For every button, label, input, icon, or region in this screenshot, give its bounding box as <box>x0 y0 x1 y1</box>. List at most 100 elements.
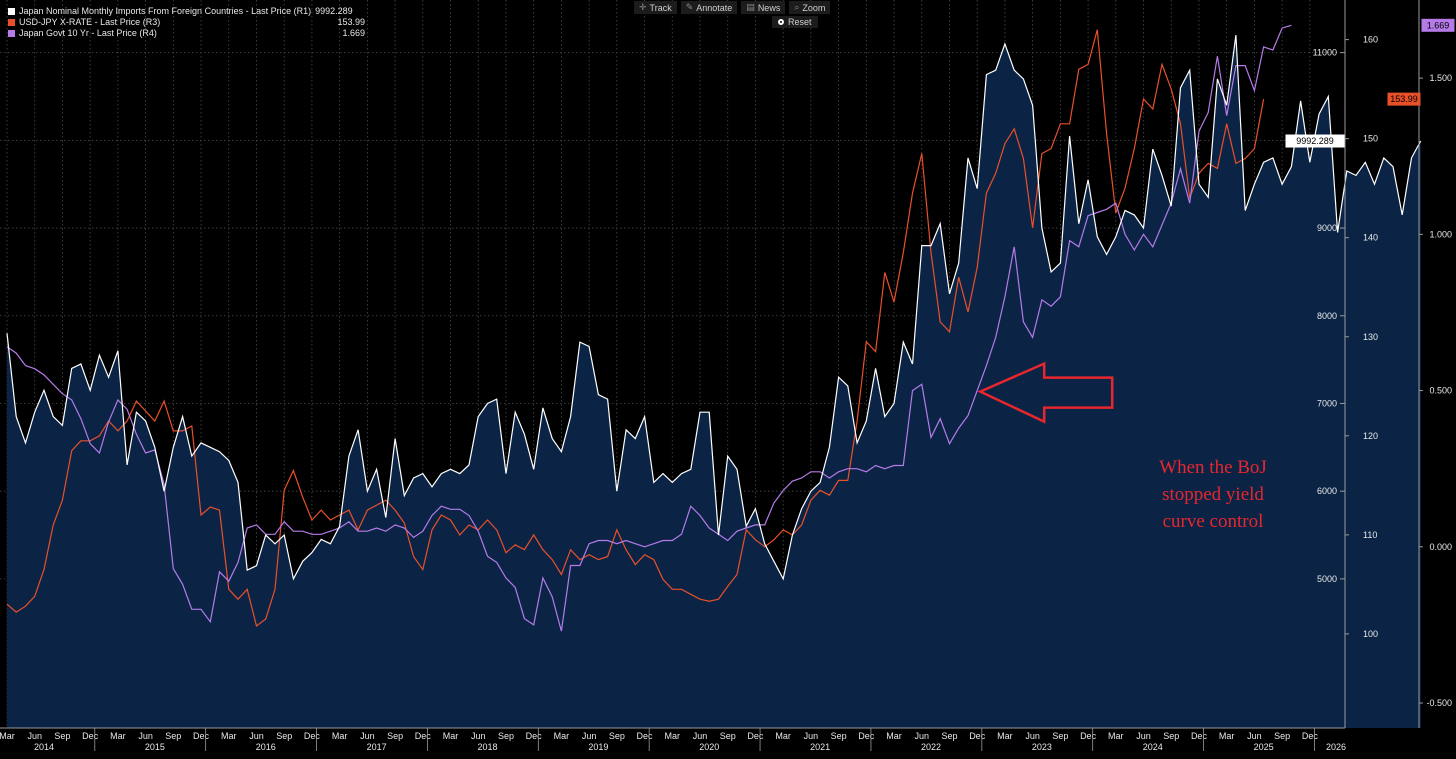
x-tick-label-month: Mar <box>1108 731 1124 741</box>
news-icon: ▤ <box>746 2 755 12</box>
r1-tick-label: 11000 <box>1313 48 1337 58</box>
track-label: Track <box>649 2 672 13</box>
legend-value-jgb10y: 1.669 <box>342 28 365 38</box>
x-tick-label-month: Sep <box>609 731 625 741</box>
x-tick-label-month: Dec <box>637 731 654 741</box>
x-tick-label-month: Dec <box>747 731 764 741</box>
x-tick-label-month: Jun <box>693 731 708 741</box>
legend: Japan Nominal Monthly Imports From Forei… <box>8 6 365 39</box>
annotation-line-3: curve control <box>1162 511 1264 532</box>
x-tick-label-month: Sep <box>276 731 292 741</box>
x-tick-label-month: Sep <box>387 731 403 741</box>
x-tick-label-month: Mar <box>443 731 459 741</box>
x-tick-label-month: Dec <box>858 731 875 741</box>
x-tick-label-month: Jun <box>249 731 264 741</box>
usdjpy-last-value-tag-box <box>1387 92 1421 106</box>
r4-tick-label: -0.500 <box>1426 698 1452 708</box>
x-tick-label-year: 2014 <box>34 742 54 752</box>
x-tick-label-month: Dec <box>1302 731 1319 741</box>
jgb10y-last-value-tag-box <box>1421 18 1455 32</box>
x-tick-label-month: Jun <box>915 731 930 741</box>
track-button[interactable]: ✛ Track <box>634 1 677 14</box>
annotate-button[interactable]: ✎ Annotate <box>680 1 738 14</box>
r1-tick-label: 7000 <box>1317 398 1337 408</box>
x-tick-label-month: Mar <box>554 731 570 741</box>
x-tick-label-year: 2019 <box>588 742 608 752</box>
r4-tick-label: 1.500 <box>1429 73 1452 83</box>
legend-swatch-usdjpy <box>8 19 15 26</box>
x-tick-label-month: Jun <box>1136 731 1151 741</box>
r1-tick-label: 9000 <box>1317 223 1337 233</box>
annotation-line-2: stopped yield <box>1162 484 1264 505</box>
annotate-label: Annotate <box>696 2 733 13</box>
r3-tick-label: 100 <box>1363 629 1378 639</box>
jgb10y-line <box>6 24 1292 632</box>
x-tick-label-month: Dec <box>1080 731 1097 741</box>
reset-label: Reset <box>788 17 812 27</box>
x-tick-label-month: Dec <box>193 731 210 741</box>
annotation-arrow <box>977 361 1114 424</box>
x-tick-label-month: Mar <box>886 731 902 741</box>
zoom-button[interactable]: ⌕ Zoom <box>789 1 831 14</box>
imports-line <box>6 35 1422 581</box>
legend-item-jgb10y: Japan Govt 10 Yr - Last Price (R4) 1.669 <box>8 28 365 39</box>
x-tick-label-month: Mar <box>1219 731 1235 741</box>
r3-tick-label: 160 <box>1363 35 1378 45</box>
r4-tick-label: 1.000 <box>1429 229 1452 239</box>
r3-tick-label: 120 <box>1363 431 1378 441</box>
x-tick-label-month: Dec <box>969 731 986 741</box>
usdjpy-last-value-tag-text: 153.99 <box>1390 94 1418 104</box>
x-tick-label-month: Dec <box>526 731 543 741</box>
legend-label-usdjpy: USD-JPY X-RATE - Last Price (R3) <box>19 17 161 27</box>
r3-tick-label: 150 <box>1363 134 1378 144</box>
x-tick-label-month: Jun <box>1025 731 1040 741</box>
x-tick-label-month: Dec <box>415 731 432 741</box>
x-tick-label-year: 2017 <box>367 742 387 752</box>
x-tick-label-year: 2025 <box>1254 742 1274 752</box>
x-tick-label-month: Sep <box>1163 731 1179 741</box>
r1-tick-label: 5000 <box>1317 574 1337 584</box>
reset-button[interactable]: Reset <box>772 16 818 28</box>
zoom-label: Zoom <box>802 2 826 13</box>
x-tick-label-month: Mar <box>665 731 681 741</box>
x-tick-label-month: Dec <box>1191 731 1208 741</box>
legend-swatch-jgb10y <box>8 30 15 37</box>
legend-value-usdjpy: 153.99 <box>337 17 365 27</box>
x-tick-label-month: Jun <box>1247 731 1262 741</box>
x-tick-label-month: Sep <box>54 731 70 741</box>
r3-tick-label: 130 <box>1363 332 1378 342</box>
x-tick-label-year: 2023 <box>1032 742 1052 752</box>
annotation-text: When the BoJ stopped yield curve control <box>1128 454 1298 535</box>
r3-tick-label: 110 <box>1363 530 1377 540</box>
x-tick-label-month: Jun <box>138 731 153 741</box>
reset-radio-icon <box>778 19 784 25</box>
news-button[interactable]: ▤ News <box>741 1 786 14</box>
legend-swatch-imports <box>8 8 15 15</box>
x-tick-label-year: 2026 <box>1326 742 1346 752</box>
crosshair-icon: ✛ <box>639 2 647 12</box>
imports-last-value-tag-text: 9992.289 <box>1296 136 1334 146</box>
x-tick-label-month: Mar <box>997 731 1013 741</box>
x-tick-label-month: Sep <box>1052 731 1068 741</box>
x-tick-label-year: 2021 <box>810 742 830 752</box>
x-tick-label-year: 2024 <box>1143 742 1163 752</box>
x-tick-label-month: Jun <box>27 731 42 741</box>
x-tick-label-month: Jun <box>360 731 375 741</box>
r4-tick-label: 0.000 <box>1429 542 1452 552</box>
jgb10y-last-value-tag-text: 1.669 <box>1427 20 1450 30</box>
x-tick-label-month: Jun <box>804 731 819 741</box>
x-tick-label-year: 2018 <box>477 742 497 752</box>
chart-toolbar: ✛ Track ✎ Annotate ▤ News ⌕ Zoom <box>634 1 831 14</box>
magnifier-icon: ⌕ <box>794 2 800 12</box>
annotation-line-1: When the BoJ <box>1159 457 1267 478</box>
legend-item-imports: Japan Nominal Monthly Imports From Forei… <box>8 6 365 17</box>
x-tick-label-month: Sep <box>1274 731 1290 741</box>
x-tick-label-month: Sep <box>720 731 736 741</box>
x-tick-label-year: 2020 <box>699 742 719 752</box>
x-tick-label-month: Jun <box>582 731 597 741</box>
x-tick-label-month: Sep <box>498 731 514 741</box>
x-tick-label-month: Mar <box>221 731 237 741</box>
x-tick-label-month: Sep <box>831 731 847 741</box>
x-tick-label-month: Sep <box>941 731 957 741</box>
